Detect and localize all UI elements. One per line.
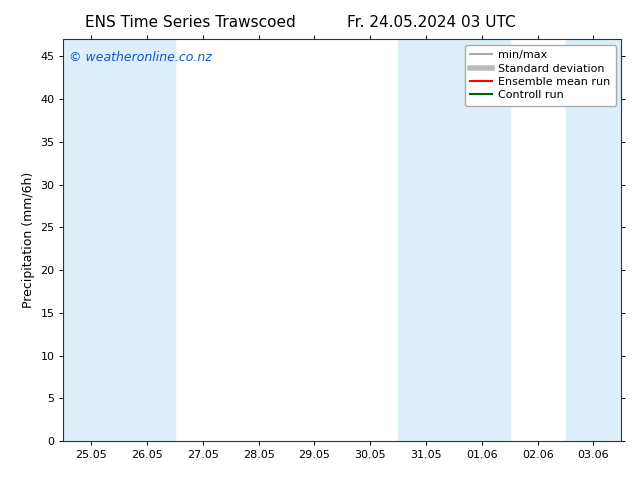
Text: © weatheronline.co.nz: © weatheronline.co.nz [69,51,212,64]
Text: ENS Time Series Trawscoed: ENS Time Series Trawscoed [85,15,295,30]
Bar [398,39,454,441]
Y-axis label: Precipitation (mm/6h): Precipitation (mm/6h) [22,172,35,308]
Text: Fr. 24.05.2024 03 UTC: Fr. 24.05.2024 03 UTC [347,15,515,30]
Bar [454,39,510,441]
Legend: min/max, Standard deviation, Ensemble mean run, Controll run: min/max, Standard deviation, Ensemble me… [465,45,616,106]
Bar [63,39,119,441]
Bar [566,39,621,441]
Bar [119,39,175,441]
